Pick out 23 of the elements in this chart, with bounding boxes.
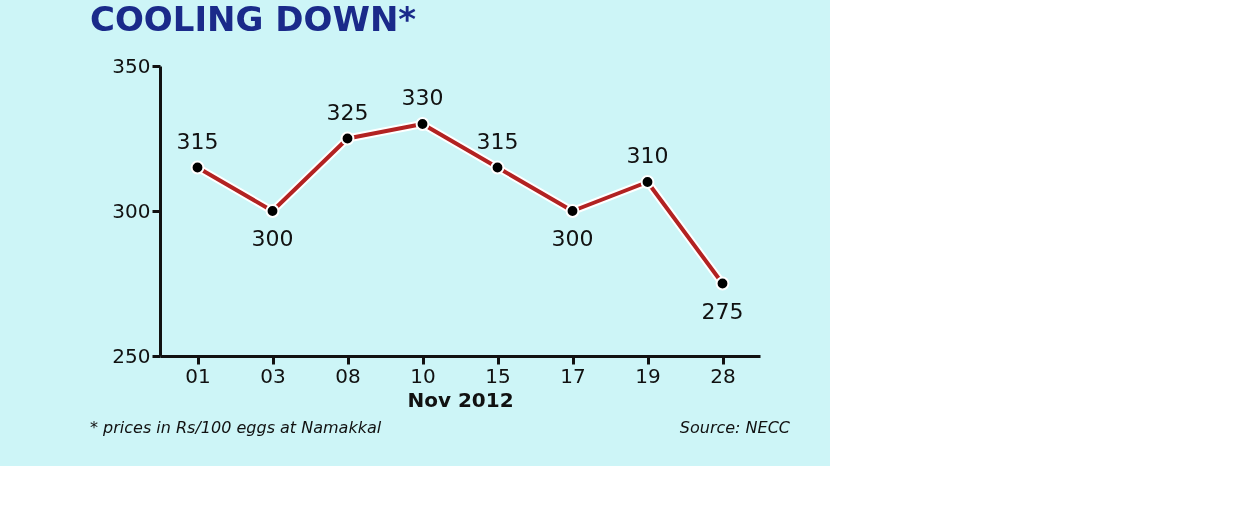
- x-tick-label: 01: [185, 363, 211, 388]
- data-label: 275: [701, 298, 744, 324]
- y-tick-label: 300: [112, 198, 151, 223]
- data-label: 300: [251, 226, 294, 251]
- x-axis-title: Nov 2012: [407, 387, 514, 412]
- data-label: 325: [326, 99, 369, 125]
- chart-title: COOLING DOWN*: [90, 0, 417, 39]
- data-label: 310: [626, 143, 669, 168]
- x-tick-label: 17: [560, 363, 586, 388]
- data-label: 315: [176, 128, 219, 154]
- text: * prices in Rs/100 eggs at Namakkal: [90, 418, 382, 437]
- y-tick-label: 250: [112, 343, 151, 368]
- x-tick-label: 10: [410, 363, 436, 388]
- x-tick-label: 28: [710, 363, 736, 388]
- x-tick-label: 19: [635, 363, 661, 388]
- data-label: 315: [476, 128, 519, 154]
- data-label: 330: [401, 85, 444, 110]
- y-tick-label: 350: [112, 53, 151, 78]
- x-tick-label: 15: [485, 363, 511, 388]
- x-tick-label: 03: [260, 363, 286, 388]
- x-tick-label: 08: [335, 363, 361, 388]
- data-label: 300: [551, 226, 594, 251]
- source-note: Source: NECC: [679, 418, 791, 437]
